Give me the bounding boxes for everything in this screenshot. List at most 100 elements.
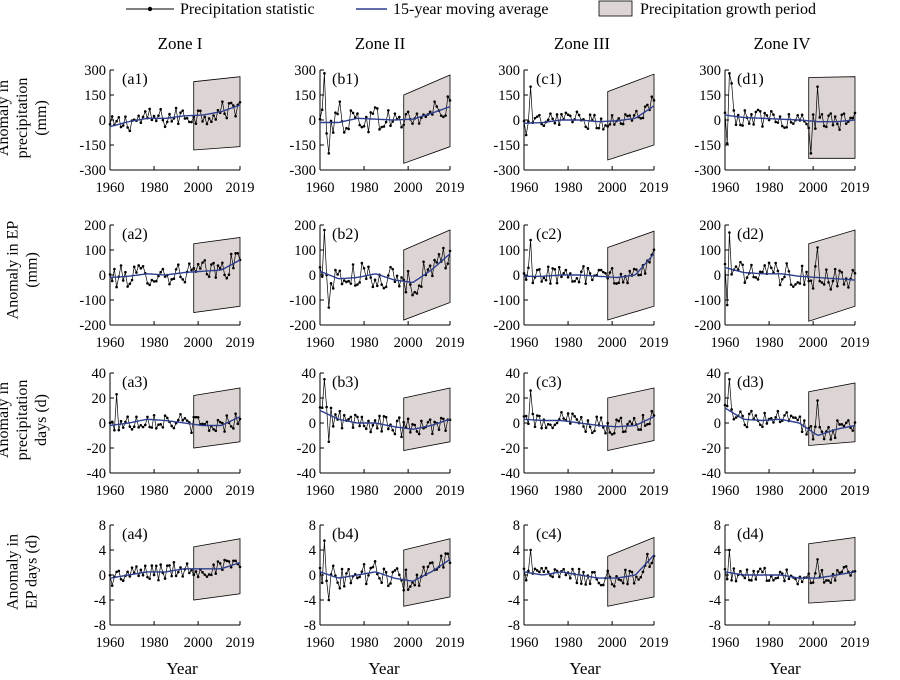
statistic-point [221,261,224,265]
statistic-point [179,412,182,416]
statistic-point [161,118,165,122]
x-tick-label-2: 1980 [755,180,784,196]
statistic-point [538,414,541,418]
statistic-point [613,123,616,126]
y-tick-label-2: -150 [289,138,316,154]
statistic-point [201,120,204,123]
statistic-point [236,251,240,255]
statistic-point [221,100,224,103]
statistic-point [761,125,764,128]
statistic-point [626,114,629,118]
statistic-point [814,425,817,429]
statistic-point [617,281,621,285]
statistic-point [787,112,791,116]
statistic-point [652,248,656,252]
statistic-point [840,422,844,426]
statistic-point [179,275,182,279]
row-3-y-axis-title-line-1: Anomaly in [0,382,12,458]
y-tick-label-3: 0 [513,568,520,584]
x-tick-label-4: 2019 [841,180,870,196]
statistic-point [822,124,826,128]
statistic-point [774,416,777,419]
statistic-point [619,272,623,276]
statistic-point [604,272,607,275]
panel-label: (d3) [737,374,764,391]
statistic-point [745,568,749,571]
statistic-point [615,418,618,422]
statistic-point [371,112,375,115]
statistic-point [555,113,559,116]
statistic-point [809,581,813,585]
statistic-point [174,574,178,578]
statistic-point [809,424,813,428]
statistic-point [165,564,169,568]
x-tick-label-3: 2000 [598,180,627,196]
statistic-point [524,578,528,582]
statistic-point [820,568,824,572]
statistic-point [128,129,132,133]
statistic-point [579,415,583,419]
statistic-point [227,102,231,105]
statistic-point [745,425,749,429]
statistic-point [163,414,167,418]
panel-a1: -300 -150 0 150 300 1960 1980 2000 2019 (a1) [79,63,254,196]
statistic-point [384,415,388,419]
statistic-point [560,112,563,116]
statistic-point [130,278,134,282]
statistic-point [420,419,423,423]
statistic-point [431,274,434,278]
statistic-point [448,249,452,253]
statistic-point [205,272,209,276]
statistic-point [177,418,180,422]
statistic-point [728,548,731,552]
statistic-point [373,106,377,109]
statistic-point [785,568,788,571]
moving-average-line [319,253,451,283]
statistic-point [730,82,733,85]
statistic-point [613,281,616,285]
statistic-point [829,581,833,584]
statistic-point [632,267,636,271]
statistic-point [734,123,738,126]
x-tick-label-3: 2000 [394,335,423,351]
y-tick-label-4: 150 [84,88,106,104]
moving-average-line [523,554,655,579]
statistic-point [549,282,552,285]
statistic-point [535,569,539,572]
statistic-point [395,419,399,423]
statistic-point [212,114,215,117]
y-tick-label-4: 4 [714,543,722,559]
statistic-point [152,280,156,283]
statistic-point [336,581,339,584]
statistic-point [232,266,235,270]
statistic-point [108,273,112,276]
panel-d2: -200 -100 0 100 200 1960 1980 2000 2019 (d2) [694,218,869,351]
statistic-point [124,115,127,118]
statistic-point [446,95,450,98]
y-tick-label-5: 40 [506,366,521,382]
statistic-point [384,571,388,574]
statistic-point [643,272,647,275]
statistic-point [157,578,160,582]
statistic-point [787,270,791,273]
statistic-point [758,110,762,113]
statistic-point [613,584,616,588]
statistic-point [433,258,436,262]
statistic-point [199,267,202,270]
statistic-point [752,275,755,279]
statistic-point [540,566,543,570]
statistic-point [776,409,780,413]
statistic-point [725,577,729,581]
statistic-point [201,422,204,426]
statistic-point [825,268,828,271]
statistic-point [844,122,848,125]
statistic-point [562,417,565,420]
statistic-point [345,126,348,130]
statistic-point [375,572,379,576]
x-tick-label-1: 1960 [306,483,335,499]
y-tick-label-4: 150 [498,88,520,104]
statistic-point [635,109,638,113]
statistic-point [593,113,596,117]
y-tick-label-5: 8 [513,518,520,534]
y-tick-label-1: -8 [304,618,316,634]
